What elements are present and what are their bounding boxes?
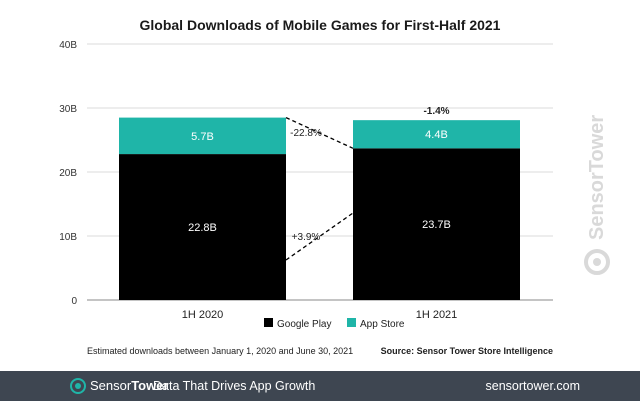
bar-segment [119, 154, 286, 300]
bars: 22.8B 5.7B 23.7B 4.4B [119, 117, 520, 300]
note-left: Estimated downloads between January 1, 2… [87, 346, 353, 356]
bar-segment [353, 148, 520, 300]
legend-label: App Store [360, 319, 405, 330]
bar-value-label: 5.7B [191, 131, 214, 143]
bar-value-label: 22.8B [188, 222, 217, 234]
chart-title: Global Downloads of Mobile Games for Fir… [140, 17, 501, 33]
bar-value-label: 4.4B [425, 129, 448, 141]
brand-tower: Tower [131, 378, 169, 393]
annotations: -22.8% +3.9% -1.4% [285, 106, 450, 261]
legend-swatch [264, 318, 273, 327]
brand-sensor: Sensor [90, 378, 132, 393]
y-axis: 0 10B 20B 30B 40B [59, 40, 77, 307]
y-tick-label: 20B [59, 168, 77, 179]
app-store-change-label: -22.8% [290, 128, 322, 139]
legend-label: Google Play [277, 319, 331, 330]
sensortower-watermark: SensorTower [584, 115, 610, 275]
legend-swatch [347, 318, 356, 327]
total-change-label: -1.4% [423, 106, 449, 117]
bar-value-label: 23.7B [422, 219, 451, 231]
y-tick-label: 0 [71, 296, 77, 307]
bar-segment [119, 117, 286, 155]
x-tick-label: 1H 2020 [182, 309, 224, 321]
y-tick-label: 30B [59, 104, 77, 115]
x-tick-label: 1H 2021 [416, 309, 458, 321]
note-right: Source: Sensor Tower Store Intelligence [381, 346, 553, 356]
sensortower-logo-icon [70, 378, 86, 394]
site-url[interactable]: sensortower.com [485, 379, 580, 393]
brand-name: SensorTower [90, 378, 169, 394]
footer-bar: SensorTower Data That Drives App Growth … [0, 371, 640, 401]
y-tick-label: 40B [59, 40, 77, 51]
google-play-change-label: +3.9% [292, 232, 321, 243]
y-tick-label: 10B [59, 232, 77, 243]
legend: Google Play App Store [264, 318, 405, 330]
chart: Global Downloads of Mobile Games for Fir… [59, 17, 553, 356]
tagline: Data That Drives App Growth [153, 379, 316, 393]
bar-segment [353, 120, 520, 149]
watermark-text: SensorTower [586, 115, 608, 240]
x-axis: 1H 2020 1H 2021 [182, 309, 458, 321]
app-store-change-line [285, 117, 354, 149]
